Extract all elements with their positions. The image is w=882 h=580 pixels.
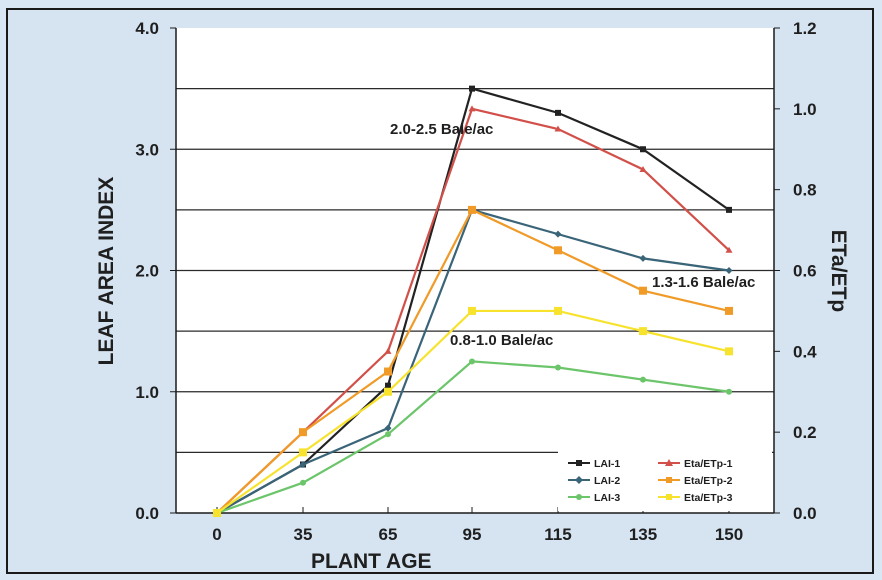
y-tick-label: 4.0 (135, 19, 159, 38)
data-point (384, 347, 392, 354)
legend-item: Eta/ETp-2 (658, 475, 733, 487)
legend-label: LAI-2 (594, 475, 620, 487)
data-point (469, 358, 475, 365)
y2-axis-title: ETa/ETp (827, 230, 850, 312)
data-point (639, 327, 647, 336)
data-point (554, 246, 562, 255)
x-tick-label: 65 (379, 525, 398, 544)
legend-label: Eta/ETp-1 (684, 458, 733, 470)
y2-tick-label: 0.6 (793, 262, 817, 281)
data-point (554, 306, 562, 315)
legend-swatch-marker (665, 459, 673, 466)
legend-label: LAI-3 (594, 492, 620, 504)
x-tick-label: 135 (629, 525, 657, 544)
data-point (554, 125, 562, 132)
legend-swatch-marker (666, 494, 672, 500)
y2-tick-label: 1.0 (793, 100, 817, 119)
data-point (639, 165, 647, 172)
legend-swatch-marker (575, 476, 583, 484)
data-point (639, 254, 647, 262)
data-point (300, 479, 306, 486)
data-point (726, 206, 732, 213)
series-eta-etp-3 (213, 306, 733, 517)
y2-tick-label: 0.4 (793, 342, 817, 361)
x-tick-label: 95 (463, 525, 482, 544)
data-point (384, 367, 392, 376)
data-point (726, 388, 732, 395)
legend-swatch-marker (576, 494, 582, 500)
x-tick-label: 115 (544, 525, 571, 544)
data-point (385, 382, 391, 389)
data-point (299, 448, 307, 457)
y2-tick-label: 0.8 (793, 181, 817, 200)
legend-item: Eta/ETp-3 (658, 492, 733, 504)
data-point (299, 428, 307, 437)
x-tick-label: 35 (294, 525, 313, 544)
legend: LAI-1 LAI-2 LAI-3 Eta/ETp-1 Eta/ETp-2 Eta/ETp… (558, 451, 772, 511)
data-point (468, 105, 476, 112)
annotation-high: 2.0-2.5 Bale/ac (390, 121, 493, 138)
y-tick-label: 2.0 (135, 262, 159, 281)
data-point (385, 431, 391, 438)
legend-item: LAI-3 (568, 492, 620, 504)
legend-label: LAI-1 (594, 458, 620, 470)
legend-swatch-marker (576, 460, 582, 466)
data-point (725, 306, 733, 315)
annotation-medium: 1.3-1.6 Bale/ac (652, 274, 755, 291)
annotation-low: 0.8-1.0 Bale/ac (450, 332, 553, 349)
legend-swatch-marker (666, 477, 672, 483)
legend-item: LAI-2 (568, 475, 620, 487)
data-point (639, 286, 647, 295)
data-point (555, 109, 561, 116)
data-point (384, 387, 392, 396)
legend-item: Eta/ETp-1 (658, 458, 733, 470)
legend-item: LAI-1 (568, 458, 620, 470)
data-point (725, 267, 733, 274)
y-tick-label: 3.0 (135, 140, 159, 159)
x-axis-title: PLANT AGE (311, 550, 432, 573)
data-point (640, 376, 646, 383)
data-point (468, 306, 476, 315)
legend-label: Eta/ETp-3 (684, 492, 733, 504)
data-point (468, 205, 476, 214)
data-point (725, 347, 733, 356)
y-tick-label: 0.0 (135, 504, 159, 523)
x-tick-label: 150 (715, 525, 743, 544)
x-tick-label: 0 (212, 525, 221, 544)
series-lines (213, 85, 733, 517)
tick-labels: 0.0 1.0 2.0 3.0 4.0 0.0 0.2 0.4 0.6 0.8 1.0 1.2 0 35 6… (135, 19, 817, 544)
data-point (555, 364, 561, 371)
data-point (299, 461, 307, 468)
y-axis-title: LEAF AREA INDEX (95, 177, 118, 366)
y2-tick-label: 0.2 (793, 423, 817, 442)
data-point (213, 509, 221, 517)
y2-tick-label: 0.0 (793, 504, 817, 523)
data-point (384, 424, 392, 432)
y2-tick-label: 1.2 (793, 19, 817, 38)
data-point (554, 230, 562, 238)
legend-label: Eta/ETp-2 (684, 475, 733, 487)
data-point (725, 246, 733, 253)
y-tick-label: 1.0 (135, 383, 159, 402)
data-point (640, 146, 646, 153)
data-point (469, 85, 475, 92)
